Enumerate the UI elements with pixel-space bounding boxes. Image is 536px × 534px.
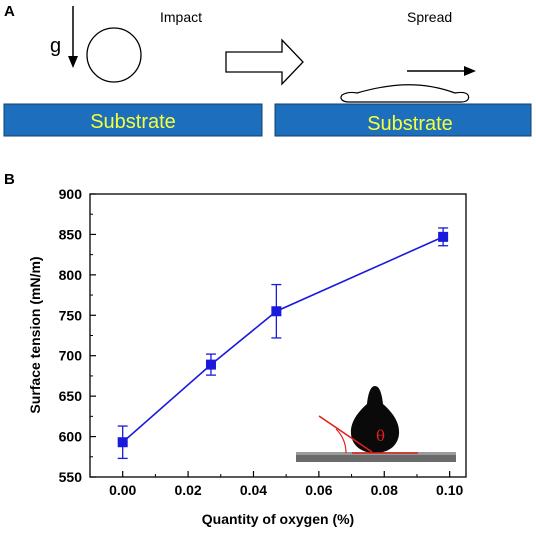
contact-angle-inset: θ — [296, 386, 456, 462]
gravity-label: g — [50, 35, 61, 57]
spread-arrow-icon — [407, 66, 476, 76]
spread-droplet-icon — [340, 84, 470, 103]
x-tick-label: 0.06 — [305, 482, 332, 498]
contact-angle-symbol: θ — [376, 427, 385, 445]
y-axis: 550 600 650 700 750 800 850 900 — [59, 186, 96, 485]
panel-a-letter: A — [4, 3, 15, 20]
y-tick-label: 700 — [59, 348, 83, 364]
data-point — [205, 359, 216, 370]
substrate-left-label: Substrate — [90, 111, 176, 133]
x-tick-label: 0.10 — [436, 482, 463, 498]
y-tick-label: 850 — [59, 226, 83, 242]
inset-droplet-icon — [350, 386, 400, 453]
y-tick-label: 550 — [59, 469, 83, 485]
series-line — [122, 236, 444, 443]
spread-label: Spread — [407, 9, 452, 25]
data-point — [117, 437, 128, 448]
y-tick-label: 750 — [59, 307, 83, 323]
contact-angle-tangent — [318, 415, 373, 453]
x-tick-label: 0.04 — [240, 482, 267, 498]
y-tick-label: 600 — [59, 429, 83, 445]
x-tick-label: 0.02 — [174, 482, 201, 498]
contact-angle-arc — [335, 428, 347, 454]
substrate-right-label: Substrate — [367, 113, 453, 135]
y-axis-title: Surface tension (mN/m) — [27, 256, 43, 413]
series-layer — [117, 227, 449, 460]
y-tick-label: 800 — [59, 267, 83, 283]
y-tick-label: 650 — [59, 388, 83, 404]
x-tick-label: 0.08 — [371, 482, 398, 498]
x-tick-label: 0.00 — [109, 482, 136, 498]
impact-label: Impact — [160, 9, 202, 25]
substrate-right — [274, 103, 532, 137]
data-point — [438, 231, 449, 242]
x-axis: 0.00 0.02 0.04 0.06 0.08 0.10 — [109, 471, 463, 498]
panel-b-letter: B — [4, 171, 15, 188]
gravity-arrow-icon — [68, 6, 78, 68]
plot-frame — [89, 193, 467, 478]
x-axis-title: Quantity of oxygen (%) — [202, 511, 354, 527]
y-tick-label: 900 — [59, 186, 83, 202]
droplet-circle-icon — [86, 27, 142, 83]
data-point — [271, 306, 282, 317]
substrate-left — [3, 103, 263, 137]
transition-arrow-icon — [225, 38, 304, 86]
inset-substrate — [296, 452, 456, 462]
